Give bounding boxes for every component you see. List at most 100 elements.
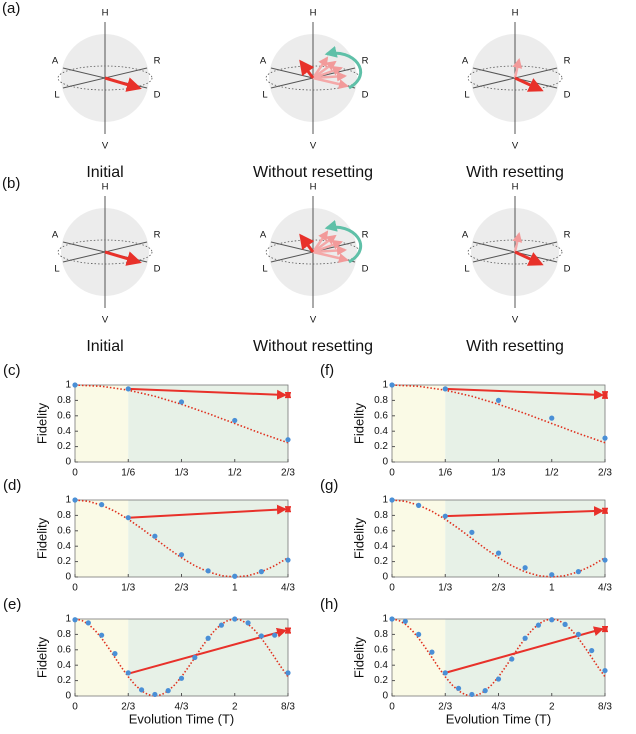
axis-label: R [154, 56, 161, 67]
axis-label: V [102, 141, 109, 152]
axis-label: A [52, 230, 59, 241]
x-tick-label: 1/3 [121, 583, 135, 594]
faded-arrow [312, 234, 337, 254]
y-tick-label: 1 [65, 614, 71, 625]
shaded-region [75, 619, 129, 696]
sphere-caption: Without resetting [253, 338, 373, 355]
sphere-caption: Initial [86, 338, 123, 355]
data-point [589, 647, 595, 654]
reset-arrow [128, 387, 287, 400]
data-point [602, 435, 608, 441]
shaded-region [392, 619, 446, 696]
axis-label: V [310, 315, 317, 326]
sphere-caption: Without resetting [253, 164, 373, 181]
data-point [72, 382, 78, 388]
data-point [125, 670, 131, 676]
axis-label: L [464, 90, 469, 101]
x-tick-label: 0 [389, 583, 395, 594]
data-point [178, 552, 185, 558]
panel-label: (g) [320, 477, 338, 494]
panel-label: (d) [3, 477, 21, 494]
y-tick-label: 1 [65, 495, 71, 506]
data-point [285, 670, 291, 676]
axis-label: D [362, 90, 369, 101]
x-tick-label: 1/2 [545, 468, 559, 479]
panel-label: (e) [3, 596, 21, 613]
shaded-region [445, 385, 605, 462]
panel-label: (b) [2, 175, 20, 192]
data-point [285, 437, 291, 443]
data-point [218, 622, 225, 628]
axis-label: R [362, 230, 369, 241]
faded-arrow [312, 60, 337, 80]
axis-label: V [512, 315, 519, 326]
data-point [402, 618, 408, 624]
y-tick-label: 0.2 [57, 441, 71, 452]
reset-arrow [445, 387, 604, 400]
data-point [99, 502, 105, 508]
bloch-sphere: H V A R L D [462, 8, 571, 152]
x-axis-label: Evolution Time (T) [446, 711, 551, 726]
y-tick-label: 0.2 [57, 556, 71, 567]
trajectory [324, 46, 363, 90]
reset-point [285, 392, 291, 398]
trajectory [324, 220, 363, 264]
data-point [535, 622, 542, 628]
y-tick-label: 0.8 [57, 510, 71, 521]
y-tick-label: 1 [65, 380, 71, 391]
data-point [205, 568, 211, 574]
shaded-region [392, 500, 446, 577]
axis-label: V [512, 141, 519, 152]
data-point [389, 497, 395, 503]
y-axis-label: Fidelity [34, 517, 49, 559]
y-tick-label: 0.4 [57, 426, 71, 437]
data-point [522, 635, 528, 641]
y-axis-label: Fidelity [351, 636, 366, 678]
data-point [495, 397, 502, 403]
bloch-sphere: H V A R L D [260, 182, 369, 326]
x-tick-label: 1/3 [492, 468, 506, 479]
x-tick-label: 2 [549, 702, 555, 713]
state-arrow [514, 76, 544, 92]
data-point [232, 573, 238, 579]
y-tick-label: 0.6 [57, 644, 71, 655]
axis-label: V [310, 141, 317, 152]
x-tick-label: 2/3 [281, 468, 295, 479]
x-tick-label: 0 [389, 468, 395, 479]
axis-label: L [262, 264, 267, 275]
shaded-region [392, 385, 446, 462]
y-tick-label: 0 [382, 572, 388, 583]
axis-label: D [154, 264, 161, 275]
x-tick-label: 1/6 [438, 468, 452, 479]
data-point [442, 386, 448, 392]
faded-arrow [312, 250, 349, 264]
theory-curve [391, 384, 606, 444]
data-point [72, 617, 78, 623]
x-tick-label: 2/3 [492, 583, 506, 594]
data-point [469, 691, 475, 698]
data-point [99, 632, 105, 638]
y-tick-label: 0 [382, 457, 388, 468]
data-point [575, 631, 581, 638]
theory-curve [391, 618, 606, 697]
x-axis-label: Evolution Time (T) [129, 711, 234, 726]
data-point [125, 515, 131, 521]
x-tick-label: 0 [389, 702, 395, 713]
axis-label: H [102, 182, 109, 193]
y-axis-label: Fidelity [351, 517, 366, 559]
data-point [469, 529, 475, 535]
reset-arrow [444, 626, 604, 674]
x-tick-label: 1/6 [121, 468, 135, 479]
reset-point [602, 508, 608, 514]
axis-label: L [54, 264, 59, 275]
axis-label: R [564, 56, 571, 67]
axis-label: R [564, 230, 571, 241]
axis-label: D [154, 90, 161, 101]
y-tick-label: 0.8 [374, 629, 388, 640]
shaded-region [128, 619, 288, 696]
axis-label: H [512, 8, 519, 19]
y-tick-label: 0.4 [374, 426, 388, 437]
y-tick-label: 0.4 [57, 541, 71, 552]
data-point [602, 667, 608, 674]
data-point [232, 616, 238, 622]
